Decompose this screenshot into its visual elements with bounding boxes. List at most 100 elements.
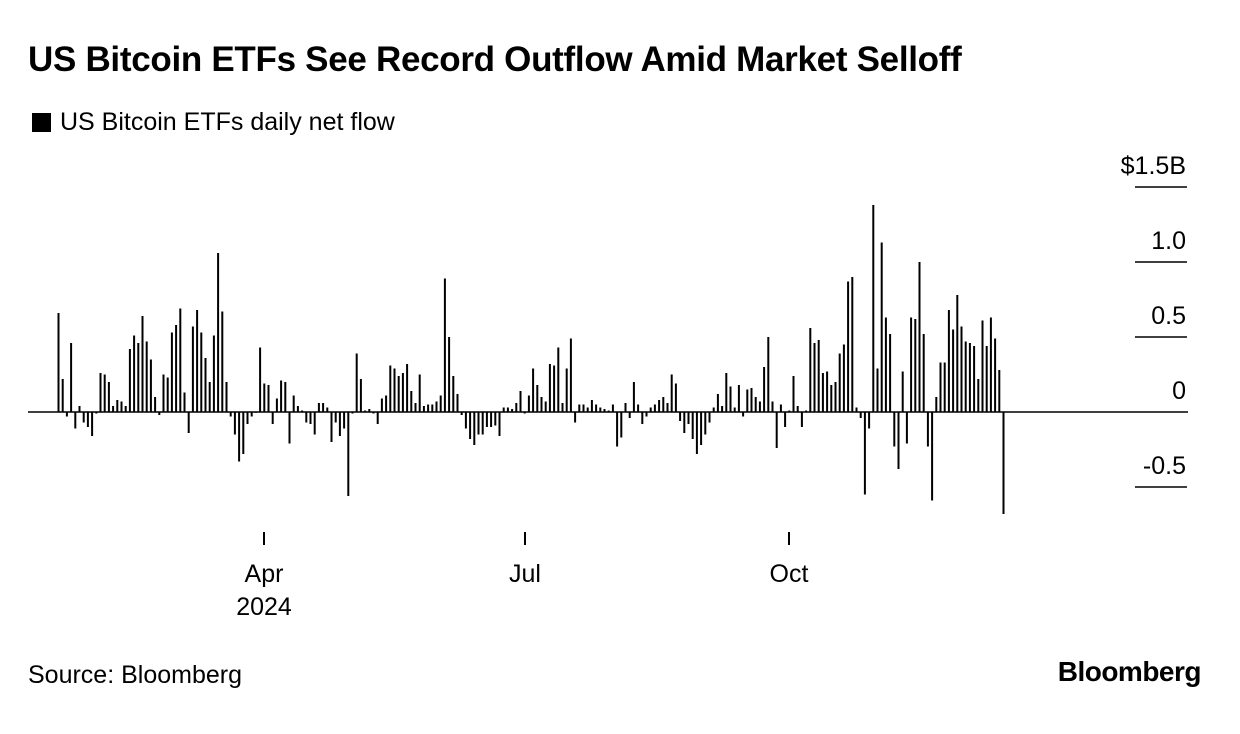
bar — [267, 385, 270, 412]
bar — [569, 338, 572, 412]
bar — [439, 395, 442, 412]
chart-title: US Bitcoin ETFs See Record Outflow Amid … — [28, 40, 962, 79]
x-tick-label: Apr — [245, 560, 284, 588]
bar — [532, 368, 535, 412]
bar — [733, 407, 736, 412]
bar — [721, 406, 724, 412]
bar — [565, 368, 568, 412]
bar — [292, 395, 295, 412]
bar — [225, 382, 228, 412]
bar — [897, 412, 900, 469]
bar — [242, 412, 245, 454]
bar — [947, 310, 950, 412]
bar — [435, 401, 438, 412]
bar — [116, 400, 119, 412]
bar — [124, 406, 127, 412]
bar — [679, 412, 682, 421]
bloomberg-logo: Bloomberg — [1057, 656, 1202, 687]
bar — [359, 379, 362, 412]
bar — [561, 403, 564, 412]
bar — [506, 407, 509, 412]
bar — [431, 404, 434, 412]
bar — [922, 334, 925, 412]
bar — [981, 320, 984, 412]
x-axis-ticks: Apr 2024 Jul Oct — [236, 532, 808, 621]
bars — [57, 205, 1005, 514]
bar-chart: $1.5B 1.0 0.5 0 -0.5 Apr 2024 Jul Oct — [28, 152, 1188, 621]
bar — [582, 404, 585, 412]
bar — [515, 403, 518, 412]
legend: US Bitcoin ETFs daily net flow — [32, 108, 395, 137]
bar — [670, 374, 673, 412]
bar — [250, 412, 253, 417]
bar — [330, 412, 333, 442]
bar — [343, 412, 346, 429]
bar — [460, 412, 463, 415]
bar — [641, 412, 644, 424]
bar — [271, 412, 274, 424]
bar — [397, 376, 400, 412]
bar — [175, 325, 178, 412]
bar — [611, 404, 614, 412]
bar — [985, 346, 988, 412]
bar — [464, 412, 467, 429]
bar — [477, 412, 480, 435]
bar — [86, 412, 89, 427]
bar — [796, 406, 799, 412]
bar — [574, 412, 577, 423]
bar — [939, 362, 942, 412]
bar — [578, 404, 581, 412]
bar — [847, 281, 850, 412]
bar — [742, 412, 745, 417]
bar — [590, 400, 593, 412]
bar — [305, 412, 308, 423]
bar — [317, 403, 320, 412]
bar — [410, 391, 413, 412]
bar — [275, 398, 278, 412]
bar — [443, 278, 446, 412]
bar — [149, 359, 152, 412]
bar — [956, 295, 959, 412]
bar — [779, 404, 782, 412]
source-note: Source: Bloomberg — [28, 661, 243, 689]
bar — [238, 412, 241, 462]
bar — [473, 412, 476, 445]
bar — [519, 391, 522, 412]
bar — [162, 374, 165, 412]
bar — [200, 332, 203, 412]
bar — [376, 412, 379, 424]
bar — [931, 412, 934, 501]
bar — [842, 344, 845, 412]
bar — [893, 412, 896, 447]
bar — [322, 403, 325, 412]
bar — [746, 389, 749, 412]
bar — [859, 412, 862, 418]
bar — [872, 205, 875, 412]
bar — [637, 404, 640, 412]
bar — [700, 412, 703, 445]
bar — [784, 412, 787, 427]
bar — [485, 412, 488, 427]
bar — [338, 412, 341, 436]
bar — [187, 412, 190, 433]
bar — [57, 313, 60, 412]
y-tick-label: 0 — [1172, 377, 1186, 405]
bar — [196, 310, 199, 412]
bar — [595, 404, 598, 412]
bar — [603, 409, 606, 412]
bar — [452, 376, 455, 412]
bar — [910, 317, 913, 412]
bar — [212, 335, 215, 412]
bar — [334, 412, 337, 423]
bar — [763, 367, 766, 412]
bar — [166, 377, 169, 412]
y-tick-labels: $1.5B 1.0 0.5 0 -0.5 — [1121, 152, 1186, 480]
bar — [313, 412, 316, 435]
bar — [968, 343, 971, 412]
bar — [527, 395, 530, 412]
y-gridlines — [1135, 186, 1187, 488]
bar — [649, 407, 652, 412]
bar — [695, 412, 698, 454]
bar — [179, 308, 182, 412]
bar — [586, 407, 589, 412]
